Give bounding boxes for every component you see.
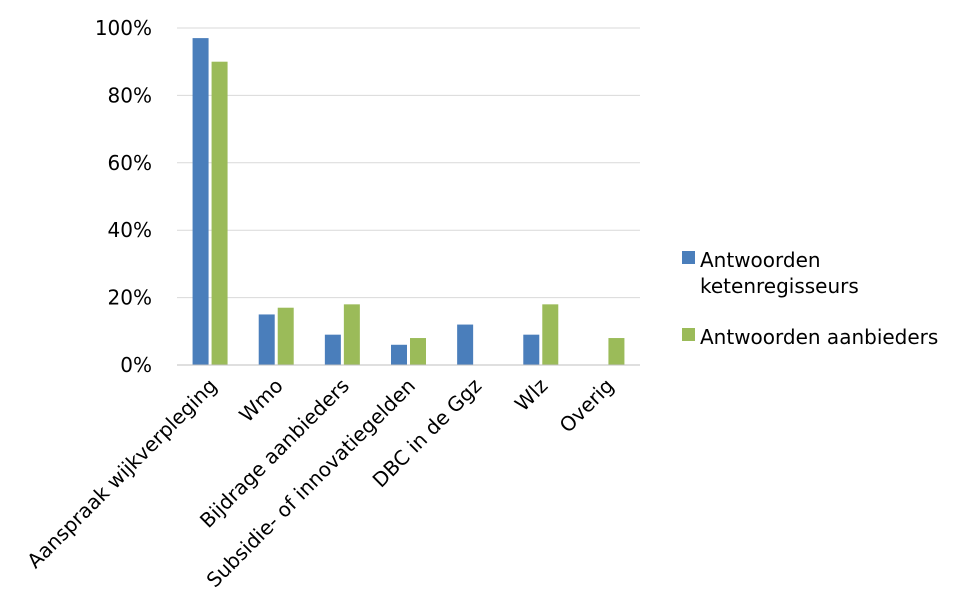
legend-swatch [682, 328, 695, 341]
bar-series-1 [391, 344, 407, 365]
y-tick-label: 100% [95, 16, 152, 40]
gridlines [177, 27, 640, 299]
legend-swatch [682, 251, 695, 264]
bar-series-1 [523, 334, 540, 365]
y-tick-label: 60% [108, 151, 152, 175]
y-tick-label: 20% [108, 286, 152, 310]
bar-series-1 [324, 334, 341, 365]
bar-series-1 [192, 38, 209, 366]
x-tick-label: Overig [555, 374, 619, 438]
legend-label: Antwoorden [700, 248, 821, 272]
bars [192, 38, 625, 366]
bar-series-2 [542, 304, 559, 365]
y-tick-label: 80% [108, 83, 152, 107]
axes: 0% 20% 40% 60% 80% 100% Aanspraak wijkverplegi… [22, 16, 640, 592]
bar-series-1 [457, 324, 474, 365]
bar-series-2 [211, 61, 228, 365]
x-tick-label: Aanspraak wijkverpleging [22, 374, 221, 573]
y-tick-label: 0% [120, 353, 152, 377]
bar-series-2 [608, 338, 625, 365]
bar-series-2 [410, 338, 426, 365]
legend-label: ketenregisseurs [700, 274, 859, 298]
bar-series-2 [343, 304, 360, 365]
x-tick-label: Wmo [234, 374, 287, 427]
y-tick-label: 40% [108, 218, 152, 242]
bar-series-1 [258, 314, 275, 365]
legend-label: Antwoorden aanbieders [700, 325, 938, 349]
bar-series-2 [277, 307, 294, 365]
x-tick-label: Wlz [510, 374, 552, 416]
